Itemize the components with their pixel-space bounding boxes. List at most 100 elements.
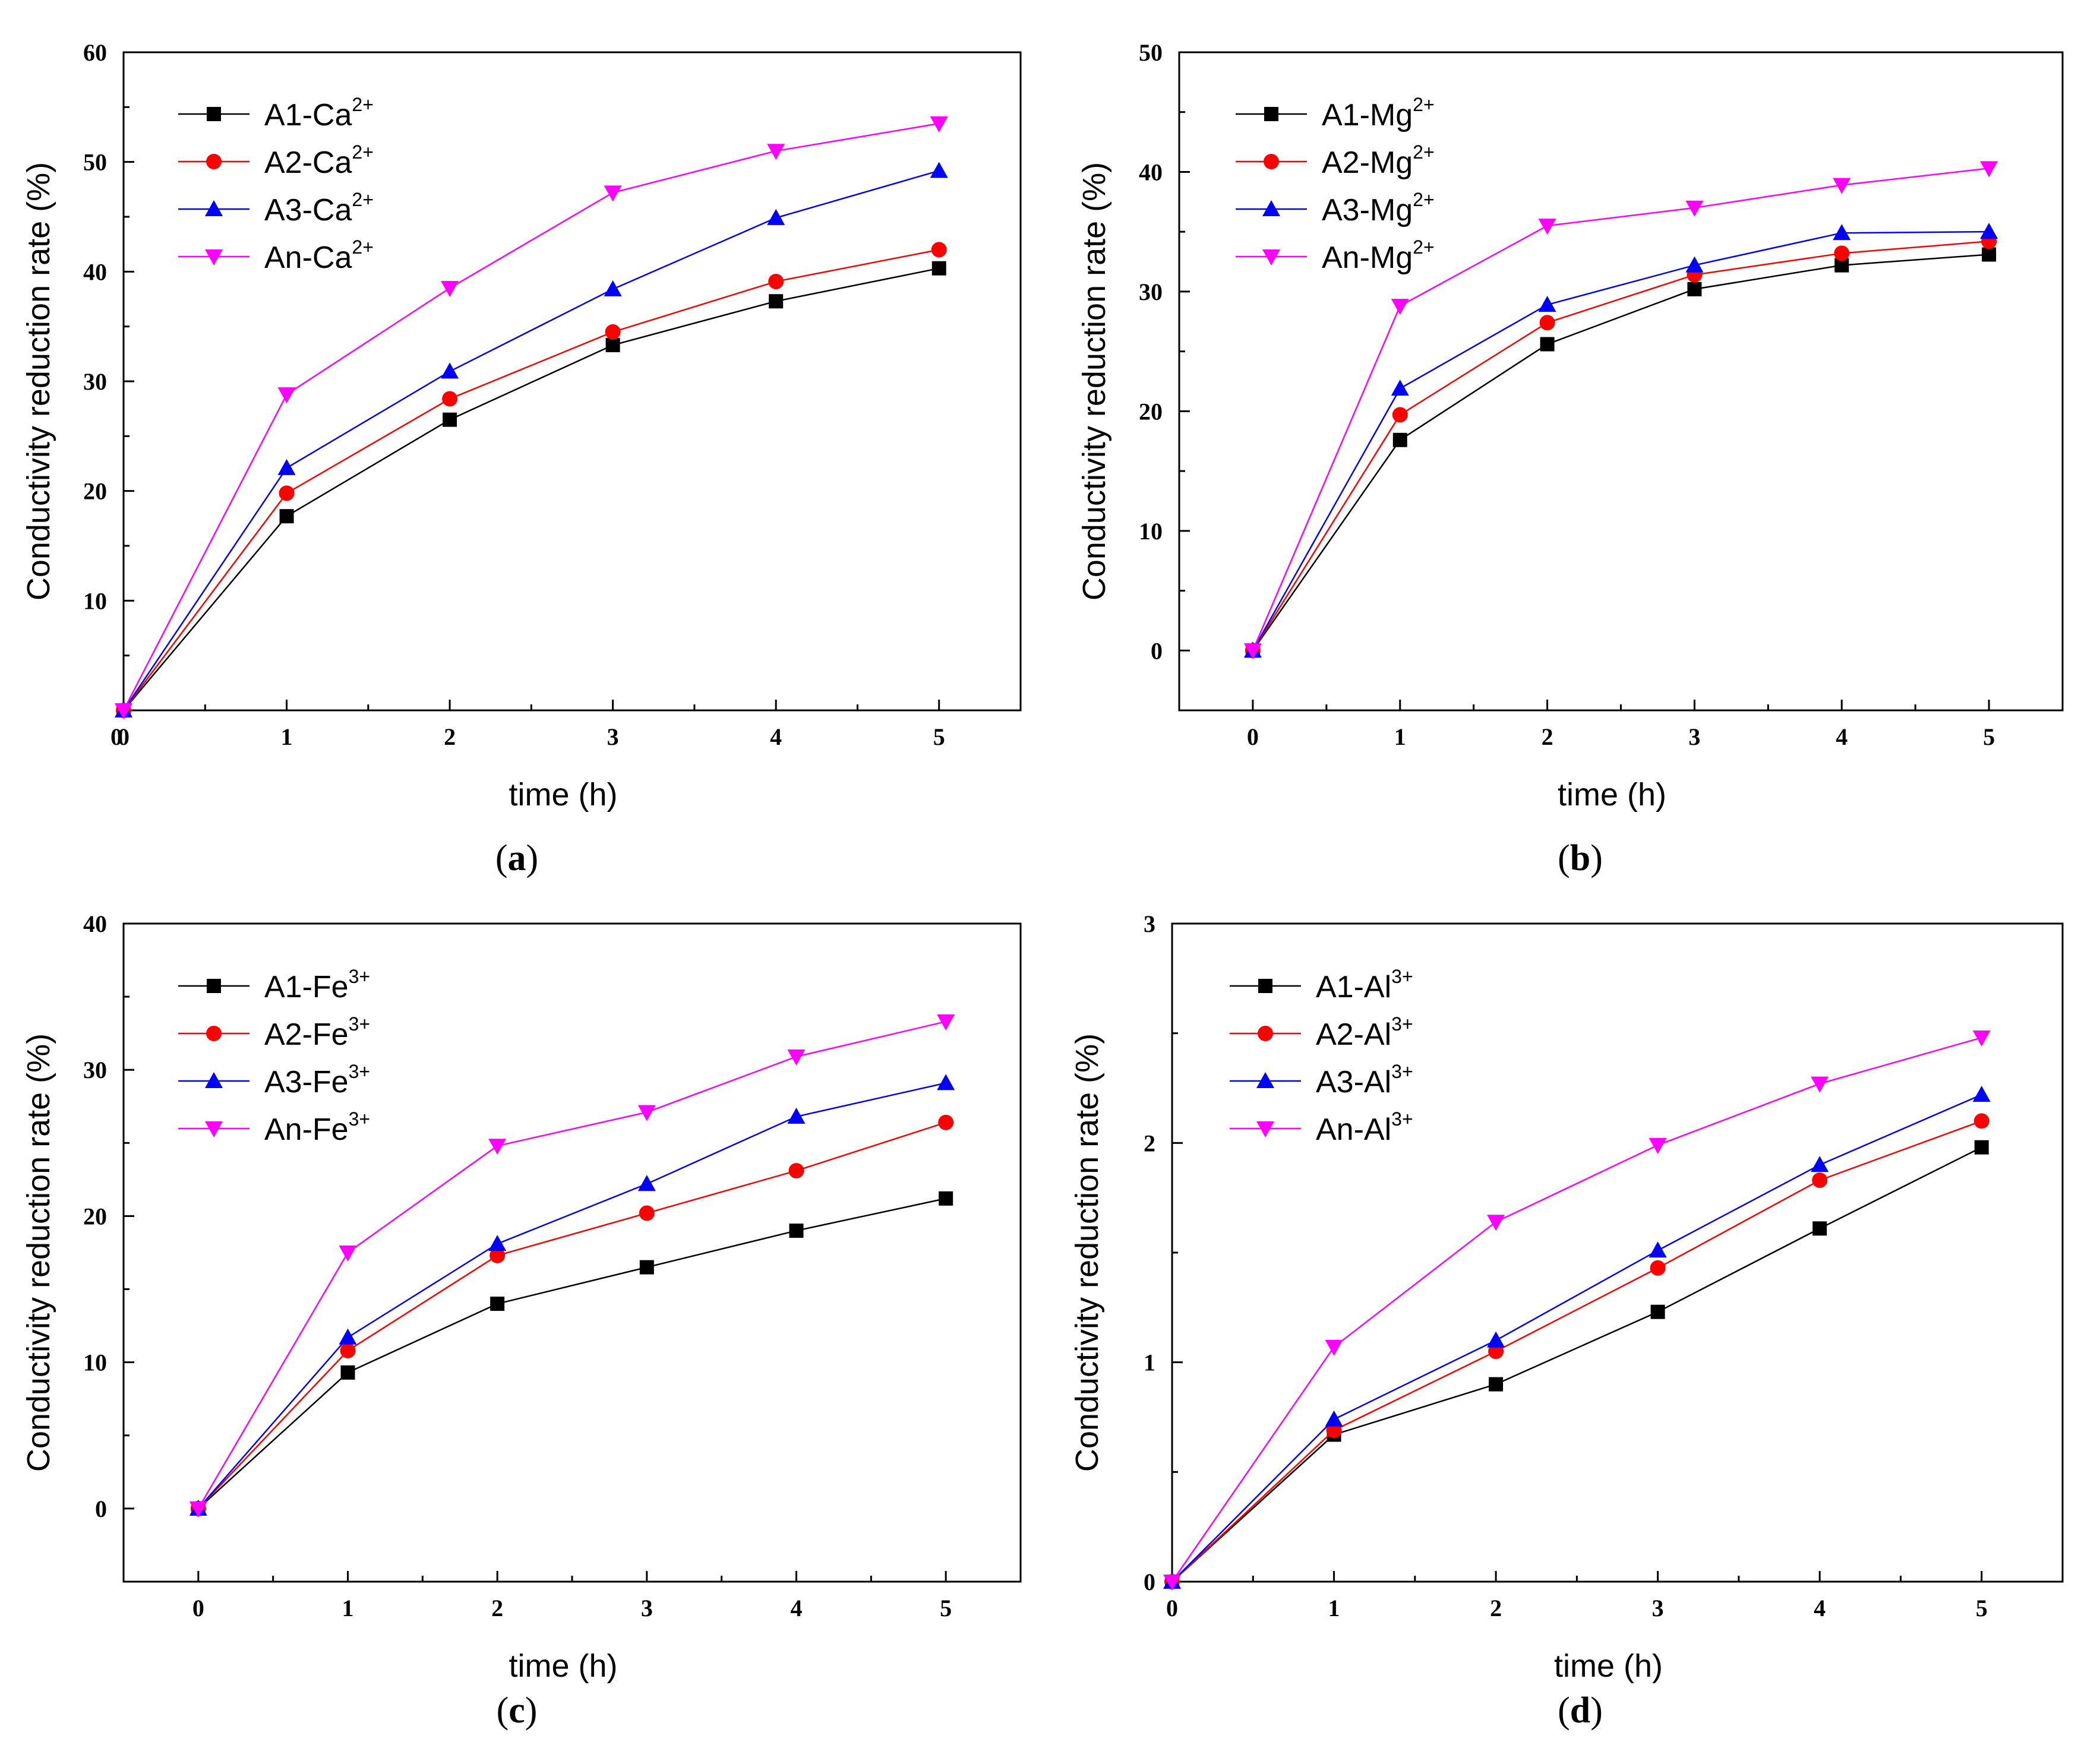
caption-letter: d (1570, 1690, 1590, 1731)
legend-label-superscript: 2+ (1413, 94, 1434, 115)
x-tick-label: 1 (1394, 723, 1406, 750)
data-point (604, 280, 622, 296)
series-line (197, 1020, 946, 1509)
y-tick-label: 10 (83, 1349, 107, 1376)
data-point (488, 1139, 507, 1155)
y-tick-label: 50 (1139, 39, 1163, 66)
y-tick-label: 2 (1144, 1130, 1155, 1156)
data-point (339, 1328, 357, 1345)
y-axis-title: Conductivity reduction rate (%) (21, 1033, 56, 1472)
data-point (1391, 299, 1409, 315)
legend-marker (205, 1072, 223, 1088)
legend-label-superscript: 2+ (1413, 189, 1434, 210)
x-axis-title: time (h) (509, 1648, 617, 1684)
data-point (938, 1114, 954, 1130)
legend-label-name: An-Ca (264, 241, 352, 275)
legend-label: A2-Ca2+ (264, 141, 374, 180)
legend-label-superscript: 3+ (349, 1061, 370, 1082)
chart-panel-c: 0 1 2 3 4 5 0 10 20 30 40 time (h) Conductivity redu… (21, 911, 1022, 1731)
legend-label: A1-Al3+ (1316, 966, 1413, 1004)
legend-label: A2-Al3+ (1316, 1013, 1413, 1052)
caption-letter: b (1570, 838, 1590, 878)
legend-marker (207, 979, 221, 993)
plot-frame (122, 51, 1022, 712)
legend-label-superscript: 3+ (1391, 1108, 1413, 1130)
y-tick-label: 60 (83, 39, 107, 66)
legend-label-superscript: 2+ (352, 141, 373, 163)
panel-caption: (d) (1558, 1690, 1603, 1731)
data-point (931, 242, 947, 258)
x-tick-label: 3 (1652, 1595, 1664, 1621)
legend-label-name: An-Al (1316, 1112, 1391, 1147)
data-point (1833, 178, 1851, 194)
legend-label: An-Mg2+ (1322, 236, 1435, 275)
legend-label-name: A3-Ca (264, 193, 352, 227)
data-point (1649, 1241, 1667, 1258)
legend-marker (1262, 249, 1280, 265)
series-line (1171, 1120, 1982, 1582)
data-point (1650, 1304, 1665, 1319)
data-point (1834, 245, 1850, 261)
data-point (1974, 1140, 1989, 1155)
x-tick-label: 5 (933, 723, 945, 750)
series-line (123, 249, 939, 711)
data-point (1811, 1076, 1829, 1093)
data-point (788, 1163, 804, 1179)
legend-label: A3-Ca2+ (264, 189, 374, 227)
legend-label: An-Al3+ (1316, 1108, 1413, 1147)
data-point (1243, 643, 1262, 660)
y-tick-label: 20 (83, 478, 107, 505)
data-point (939, 1191, 953, 1206)
legend-marker (1258, 1026, 1273, 1041)
data-point (1972, 1086, 1991, 1102)
legend-label-name: A3-Al (1316, 1065, 1391, 1099)
x-tick-label: 4 (1814, 1595, 1826, 1621)
x-tick-label: 4 (770, 723, 782, 750)
series-line (1252, 254, 1990, 651)
data-point (637, 1105, 656, 1121)
legend-label: An-Fe3+ (264, 1108, 370, 1147)
data-point (787, 1108, 806, 1124)
x-tick-label: 2 (444, 723, 456, 750)
x-tick-label: 4 (791, 1595, 803, 1621)
x-tick-label: 1 (281, 723, 293, 750)
data-point (1973, 1113, 1990, 1129)
y-tick-label: 20 (83, 1203, 107, 1229)
legend-label-superscript: 2+ (1413, 141, 1434, 163)
chart-panel-d: 0 1 2 3 4 5 0 1 2 3 time (h) Conductivity reduction… (1069, 911, 2064, 1731)
origin-tick-label: 0 (110, 723, 122, 750)
data-point (767, 144, 785, 160)
data-point (1325, 1410, 1343, 1427)
caption-paren: ) (525, 1690, 538, 1731)
data-point (1811, 1156, 1829, 1172)
legend-label-name: A2-Ca (264, 146, 352, 180)
caption-paren: ( (1558, 838, 1570, 878)
data-point (1540, 337, 1555, 352)
data-point (340, 1365, 355, 1380)
y-tick-label: 10 (1139, 518, 1163, 545)
legend-label: A1-Mg2+ (1322, 94, 1435, 132)
legend-label-superscript: 3+ (349, 966, 370, 987)
legend-label: A2-Mg2+ (1322, 141, 1435, 180)
legend-label-name: A2-Fe (264, 1017, 349, 1052)
data-point (339, 1245, 357, 1262)
y-tick-label: 0 (1144, 1569, 1155, 1595)
data-point (937, 1014, 955, 1030)
caption-paren: ) (1590, 1690, 1603, 1731)
y-axis-title: Conductivity reduction rate (%) (1076, 162, 1112, 600)
series-line (1252, 167, 1990, 651)
plot-frame (1171, 922, 2064, 1583)
data-point (490, 1297, 505, 1311)
caption-paren: ) (1590, 838, 1603, 878)
series-line (122, 122, 939, 711)
caption-paren: ( (497, 1690, 509, 1731)
data-point (1392, 407, 1408, 423)
panel-caption: (c) (497, 1690, 538, 1731)
x-tick-label: 5 (1983, 723, 1995, 750)
series-line (1171, 1093, 1982, 1582)
y-tick-label: 40 (1139, 159, 1163, 185)
data-point (931, 261, 946, 276)
caption-letter: c (509, 1690, 525, 1731)
